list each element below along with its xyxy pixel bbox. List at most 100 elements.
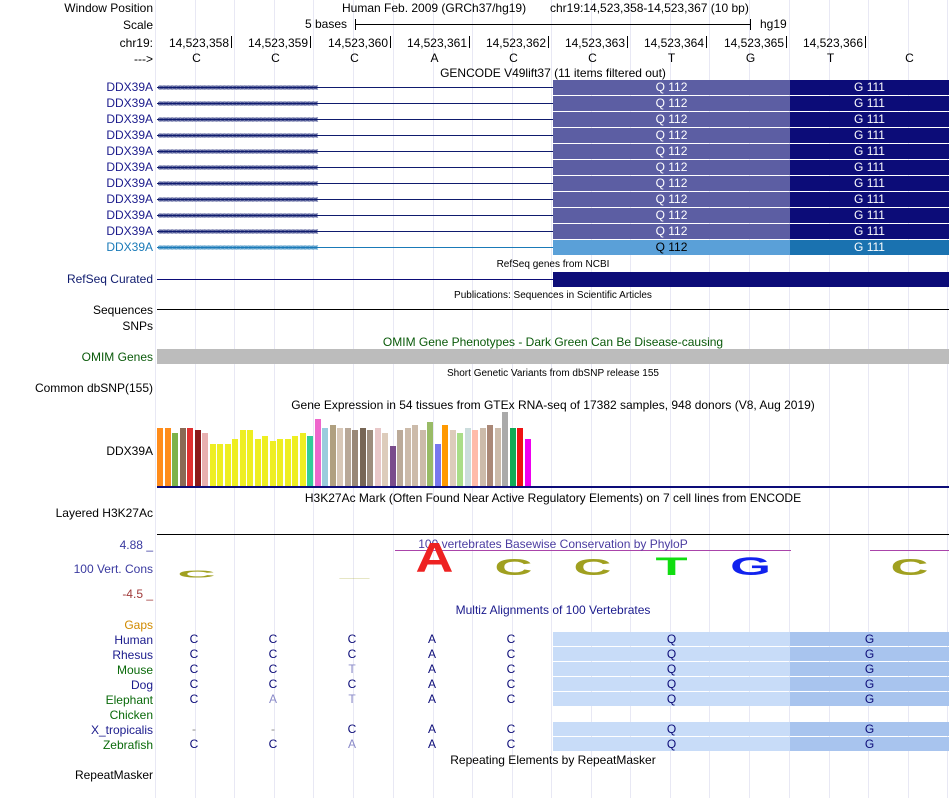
- gtex-bar[interactable]: [284, 439, 291, 486]
- gene-row[interactable]: ‹‹‹‹‹‹‹‹‹‹‹‹‹‹‹‹‹‹‹‹‹‹‹‹‹‹‹‹‹‹‹‹‹‹‹‹‹‹‹‹…: [157, 176, 949, 191]
- gtex-bar[interactable]: [329, 425, 336, 486]
- gtex-bar[interactable]: [277, 439, 283, 486]
- exon-g[interactable]: G 111: [790, 112, 949, 127]
- gtex-bar[interactable]: [472, 430, 478, 486]
- exon-q[interactable]: Q 112: [553, 192, 790, 207]
- exon-q[interactable]: Q 112: [553, 176, 790, 191]
- gene-row[interactable]: ‹‹‹‹‹‹‹‹‹‹‹‹‹‹‹‹‹‹‹‹‹‹‹‹‹‹‹‹‹‹‹‹‹‹‹‹‹‹‹‹…: [157, 192, 949, 207]
- exon-g[interactable]: G 111: [790, 80, 949, 95]
- species-label[interactable]: Rhesus: [112, 648, 153, 662]
- aligned-exon-g[interactable]: G: [790, 662, 949, 676]
- gtex-bar[interactable]: [449, 430, 456, 486]
- omim-bar[interactable]: [157, 349, 949, 364]
- gtex-bar[interactable]: [254, 439, 261, 486]
- aligned-exon-q[interactable]: Q: [553, 737, 790, 751]
- gene-label[interactable]: DDX39A: [106, 224, 153, 238]
- gtex-bar[interactable]: [479, 428, 486, 486]
- gtex-bar[interactable]: [367, 430, 373, 486]
- gtex-bar[interactable]: [404, 428, 411, 486]
- gtex-bar[interactable]: [217, 444, 223, 486]
- gene-row[interactable]: ‹‹‹‹‹‹‹‹‹‹‹‹‹‹‹‹‹‹‹‹‹‹‹‹‹‹‹‹‹‹‹‹‹‹‹‹‹‹‹‹…: [157, 112, 949, 127]
- exon-q[interactable]: Q 112: [553, 208, 790, 223]
- refseq-exon[interactable]: [553, 272, 949, 287]
- exon-q[interactable]: Q 112: [553, 128, 790, 143]
- strand-label[interactable]: --->: [134, 52, 153, 66]
- exon-g[interactable]: G 111: [790, 96, 949, 111]
- cons-label[interactable]: 100 Vert. Cons: [73, 562, 153, 576]
- exon-g[interactable]: G 111: [790, 192, 949, 207]
- exon-q[interactable]: Q 112: [553, 224, 790, 239]
- aligned-exon-q[interactable]: Q: [553, 647, 790, 661]
- gene-row[interactable]: ‹‹‹‹‹‹‹‹‹‹‹‹‹‹‹‹‹‹‹‹‹‹‹‹‹‹‹‹‹‹‹‹‹‹‹‹‹‹‹‹…: [157, 80, 949, 95]
- exon-g[interactable]: G 111: [790, 176, 949, 191]
- h3k27ac-label[interactable]: Layered H3K27Ac: [55, 506, 153, 520]
- exon-q[interactable]: Q 112: [553, 240, 790, 255]
- exon-q[interactable]: Q 112: [553, 144, 790, 159]
- exon-g[interactable]: G 111: [790, 240, 949, 255]
- gtex-bar[interactable]: [464, 428, 471, 486]
- gene-label[interactable]: DDX39A: [106, 112, 153, 126]
- gene-row[interactable]: ‹‹‹‹‹‹‹‹‹‹‹‹‹‹‹‹‹‹‹‹‹‹‹‹‹‹‹‹‹‹‹‹‹‹‹‹‹‹‹‹…: [157, 160, 949, 175]
- aligned-exon-g[interactable]: G: [790, 647, 949, 661]
- gtex-bar[interactable]: [202, 433, 208, 486]
- refseq-label[interactable]: RefSeq Curated: [66, 272, 153, 286]
- gtex-bar[interactable]: [487, 425, 493, 486]
- gene-row[interactable]: ‹‹‹‹‹‹‹‹‹‹‹‹‹‹‹‹‹‹‹‹‹‹‹‹‹‹‹‹‹‹‹‹‹‹‹‹‹‹‹‹…: [157, 96, 949, 111]
- species-label[interactable]: Elephant: [105, 693, 153, 707]
- gene-label[interactable]: DDX39A: [106, 208, 153, 222]
- gtex-bar[interactable]: [247, 430, 253, 486]
- gtex-bar[interactable]: [179, 428, 186, 486]
- gtex-bar[interactable]: [427, 422, 433, 486]
- aligned-exon-g[interactable]: G: [790, 692, 949, 706]
- gtex-bar[interactable]: [314, 419, 321, 486]
- gtex-bar[interactable]: [382, 433, 388, 486]
- gtex-bar[interactable]: [194, 430, 201, 486]
- aligned-exon-q[interactable]: Q: [553, 632, 790, 646]
- gtex-bar[interactable]: [374, 428, 381, 486]
- gtex-bar[interactable]: [224, 444, 231, 486]
- assembly-link[interactable]: Human Feb. 2009 (GRCh37/hg19): [342, 1, 527, 15]
- gene-label[interactable]: DDX39A: [106, 192, 153, 206]
- aligned-exon-g[interactable]: G: [790, 632, 949, 646]
- gene-label[interactable]: DDX39A: [106, 144, 153, 158]
- gene-row[interactable]: ‹‹‹‹‹‹‹‹‹‹‹‹‹‹‹‹‹‹‹‹‹‹‹‹‹‹‹‹‹‹‹‹‹‹‹‹‹‹‹‹…: [157, 208, 949, 223]
- species-label[interactable]: Mouse: [116, 663, 153, 677]
- gene-label[interactable]: DDX39A: [106, 240, 153, 254]
- exon-g[interactable]: G 111: [790, 160, 949, 175]
- gene-label[interactable]: DDX39A: [106, 128, 153, 142]
- gtex-bar[interactable]: [494, 428, 501, 486]
- aligned-exon-g[interactable]: G: [790, 677, 949, 691]
- aligned-exon-g[interactable]: G: [790, 722, 949, 736]
- gtex-bar[interactable]: [209, 444, 216, 486]
- gtex-bar[interactable]: [412, 425, 418, 486]
- gtex-bar[interactable]: [157, 428, 163, 486]
- repeatmasker-label[interactable]: RepeatMasker: [74, 768, 153, 782]
- gtex-bar-chart[interactable]: [157, 412, 557, 486]
- gtex-bar[interactable]: [517, 428, 523, 486]
- gene-row[interactable]: ‹‹‹‹‹‹‹‹‹‹‹‹‹‹‹‹‹‹‹‹‹‹‹‹‹‹‹‹‹‹‹‹‹‹‹‹‹‹‹‹…: [157, 224, 949, 239]
- exon-g[interactable]: G 111: [790, 144, 949, 159]
- species-label[interactable]: X_tropicalis: [90, 723, 153, 737]
- gene-label[interactable]: DDX39A: [106, 96, 153, 110]
- species-label[interactable]: Zebrafish: [102, 738, 153, 752]
- gtex-bar[interactable]: [457, 433, 463, 486]
- gene-row[interactable]: ‹‹‹‹‹‹‹‹‹‹‹‹‹‹‹‹‹‹‹‹‹‹‹‹‹‹‹‹‹‹‹‹‹‹‹‹‹‹‹‹…: [157, 144, 949, 159]
- gtex-bar[interactable]: [509, 428, 516, 486]
- gtex-bar[interactable]: [239, 430, 246, 486]
- gtex-bar[interactable]: [292, 436, 298, 486]
- gtex-bar[interactable]: [434, 444, 441, 486]
- snps-label[interactable]: SNPs: [122, 319, 153, 333]
- aligned-exon-q[interactable]: Q: [553, 662, 790, 676]
- species-label[interactable]: Dog: [130, 678, 153, 692]
- gtex-bar[interactable]: [419, 430, 426, 486]
- aligned-exon-q[interactable]: Q: [553, 692, 790, 706]
- gtex-bar[interactable]: [524, 439, 531, 486]
- gtex-bar[interactable]: [359, 428, 366, 486]
- gtex-bar[interactable]: [172, 433, 178, 486]
- gtex-bar[interactable]: [322, 428, 328, 486]
- species-label[interactable]: Chicken: [109, 708, 153, 722]
- dbsnp-label[interactable]: Common dbSNP(155): [34, 381, 153, 395]
- aligned-exon-q[interactable]: Q: [553, 677, 790, 691]
- gtex-bar[interactable]: [389, 446, 396, 486]
- gene-row[interactable]: ‹‹‹‹‹‹‹‹‹‹‹‹‹‹‹‹‹‹‹‹‹‹‹‹‹‹‹‹‹‹‹‹‹‹‹‹‹‹‹‹…: [157, 240, 949, 255]
